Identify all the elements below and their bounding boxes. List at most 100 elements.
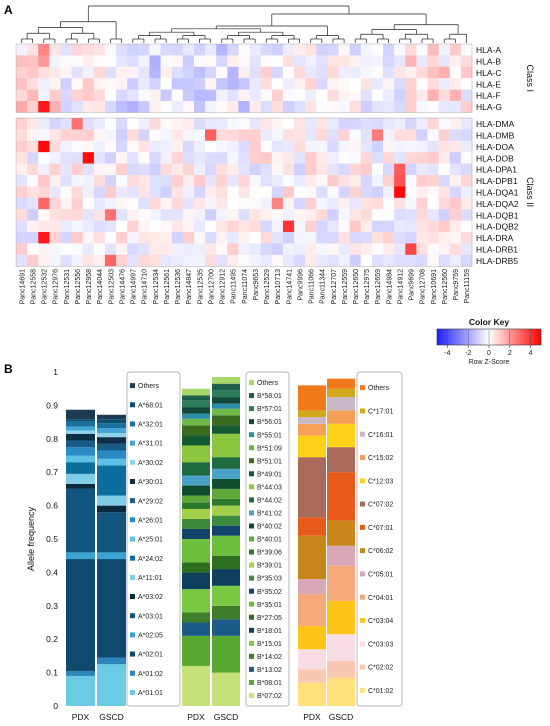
heatmap-cell xyxy=(271,220,284,233)
heatmap-cell xyxy=(249,55,261,67)
heatmap-cell xyxy=(82,254,95,267)
heatmap-cell xyxy=(271,44,284,56)
heatmap-cell xyxy=(27,66,39,79)
heatmap-cell xyxy=(49,44,61,56)
stacked-bar-segment xyxy=(212,505,240,516)
heatmap-cell xyxy=(93,220,106,233)
heatmap-cell xyxy=(149,55,161,67)
heatmap-cell xyxy=(104,78,117,90)
heatmap-cell xyxy=(193,66,206,79)
heatmap-cell xyxy=(383,44,395,56)
heatmap-cell xyxy=(427,44,439,56)
heatmap-cell xyxy=(405,186,417,198)
heatmap-cell xyxy=(383,66,395,79)
heatmap-cell xyxy=(238,66,250,79)
heatmap-cell xyxy=(193,129,206,141)
legend-label: A*32:01 xyxy=(138,422,163,429)
heatmap-cell xyxy=(416,101,428,113)
heatmap xyxy=(15,43,473,267)
stacked-bar-segment xyxy=(212,415,240,426)
heatmap-cell xyxy=(71,254,84,267)
heatmap-cell xyxy=(227,78,239,90)
heatmap-cell xyxy=(327,152,339,164)
heatmap-cell xyxy=(449,66,462,79)
heatmap-cell xyxy=(71,220,84,233)
heatmap-cell xyxy=(305,152,317,164)
heatmap-cell xyxy=(338,220,350,233)
heatmap-cell xyxy=(238,152,250,164)
heatmap-cell xyxy=(394,89,406,102)
heatmap-row-label: HLA-DPB1 xyxy=(476,176,518,186)
legend-swatch xyxy=(360,431,365,437)
heatmap-cell xyxy=(227,197,239,210)
heatmap-cell xyxy=(116,220,128,233)
heatmap-cell xyxy=(327,101,339,113)
heatmap-column-label: Panc11074 xyxy=(242,269,249,304)
heatmap-cell xyxy=(460,197,473,210)
heatmap-cell xyxy=(360,197,373,210)
heatmap-cell xyxy=(271,152,284,164)
legend-swatch xyxy=(249,393,254,399)
heatmap-cell xyxy=(327,118,339,130)
legend-label: C*03:03 xyxy=(368,641,393,648)
heatmap-cell xyxy=(138,66,150,79)
heatmap-cell xyxy=(460,66,473,79)
heatmap-cell xyxy=(282,44,295,56)
heatmap-cell xyxy=(316,118,328,130)
stacked-bar-segment xyxy=(327,545,355,566)
legend-swatch xyxy=(249,588,254,594)
stacked-bar-segment xyxy=(182,572,210,590)
legend-label: B*07:02 xyxy=(257,693,282,700)
heatmap-cell xyxy=(249,243,261,255)
stacked-bar-segment xyxy=(327,565,355,601)
heatmap-cell xyxy=(449,44,462,56)
heatmap-cell xyxy=(394,140,406,153)
stacked-bar-segment xyxy=(212,535,240,556)
stacked-bar-segment xyxy=(182,407,210,414)
y-tick-label: 0.5 xyxy=(46,534,58,544)
legend-label: C*15:02 xyxy=(368,455,393,462)
heatmap-cell xyxy=(227,152,239,164)
heatmap-cell xyxy=(127,254,139,267)
y-tick-label: 0 xyxy=(53,701,58,711)
legend-swatch xyxy=(130,402,135,408)
heatmap-cell xyxy=(127,129,139,141)
heatmap-cell xyxy=(327,66,339,79)
heatmap-cell xyxy=(349,175,362,187)
heatmap-cell xyxy=(294,140,306,153)
stacked-bar-segment xyxy=(212,569,240,586)
heatmap-cell xyxy=(104,44,117,56)
heatmap-cell xyxy=(338,78,350,90)
legend-label: B*41:02 xyxy=(257,511,282,518)
heatmap-cell xyxy=(27,44,39,56)
heatmap-cell xyxy=(427,220,439,233)
heatmap-cell xyxy=(371,186,384,198)
heatmap-cell xyxy=(405,163,417,176)
stacked-bar-segment xyxy=(327,447,355,473)
y-tick-label: 0.2 xyxy=(46,634,58,644)
heatmap-cell xyxy=(394,175,406,187)
heatmap-cell xyxy=(305,44,317,56)
heatmap-cell xyxy=(438,254,451,267)
stacked-bar-segment xyxy=(298,669,326,683)
heatmap-cell xyxy=(138,101,150,113)
heatmap-cell xyxy=(260,118,273,130)
heatmap-cell xyxy=(160,118,173,130)
heatmap-cell xyxy=(93,197,106,210)
heatmap-cell xyxy=(327,186,339,198)
heatmap-cell xyxy=(371,163,384,176)
heatmap-cell xyxy=(438,44,451,56)
heatmap-cell xyxy=(249,118,261,130)
heatmap-cell xyxy=(405,78,417,90)
heatmap-cell xyxy=(383,78,395,90)
heatmap-cell xyxy=(182,89,195,102)
heatmap-cell xyxy=(182,78,195,90)
heatmap-cell xyxy=(127,140,139,153)
heatmap-cell xyxy=(82,89,95,102)
heatmap-cell xyxy=(338,232,350,244)
legend-swatch xyxy=(130,421,135,427)
heatmap-cell xyxy=(460,209,473,221)
heatmap-cell xyxy=(16,89,28,102)
heatmap-cell xyxy=(82,55,95,67)
heatmap-cell xyxy=(82,66,95,79)
